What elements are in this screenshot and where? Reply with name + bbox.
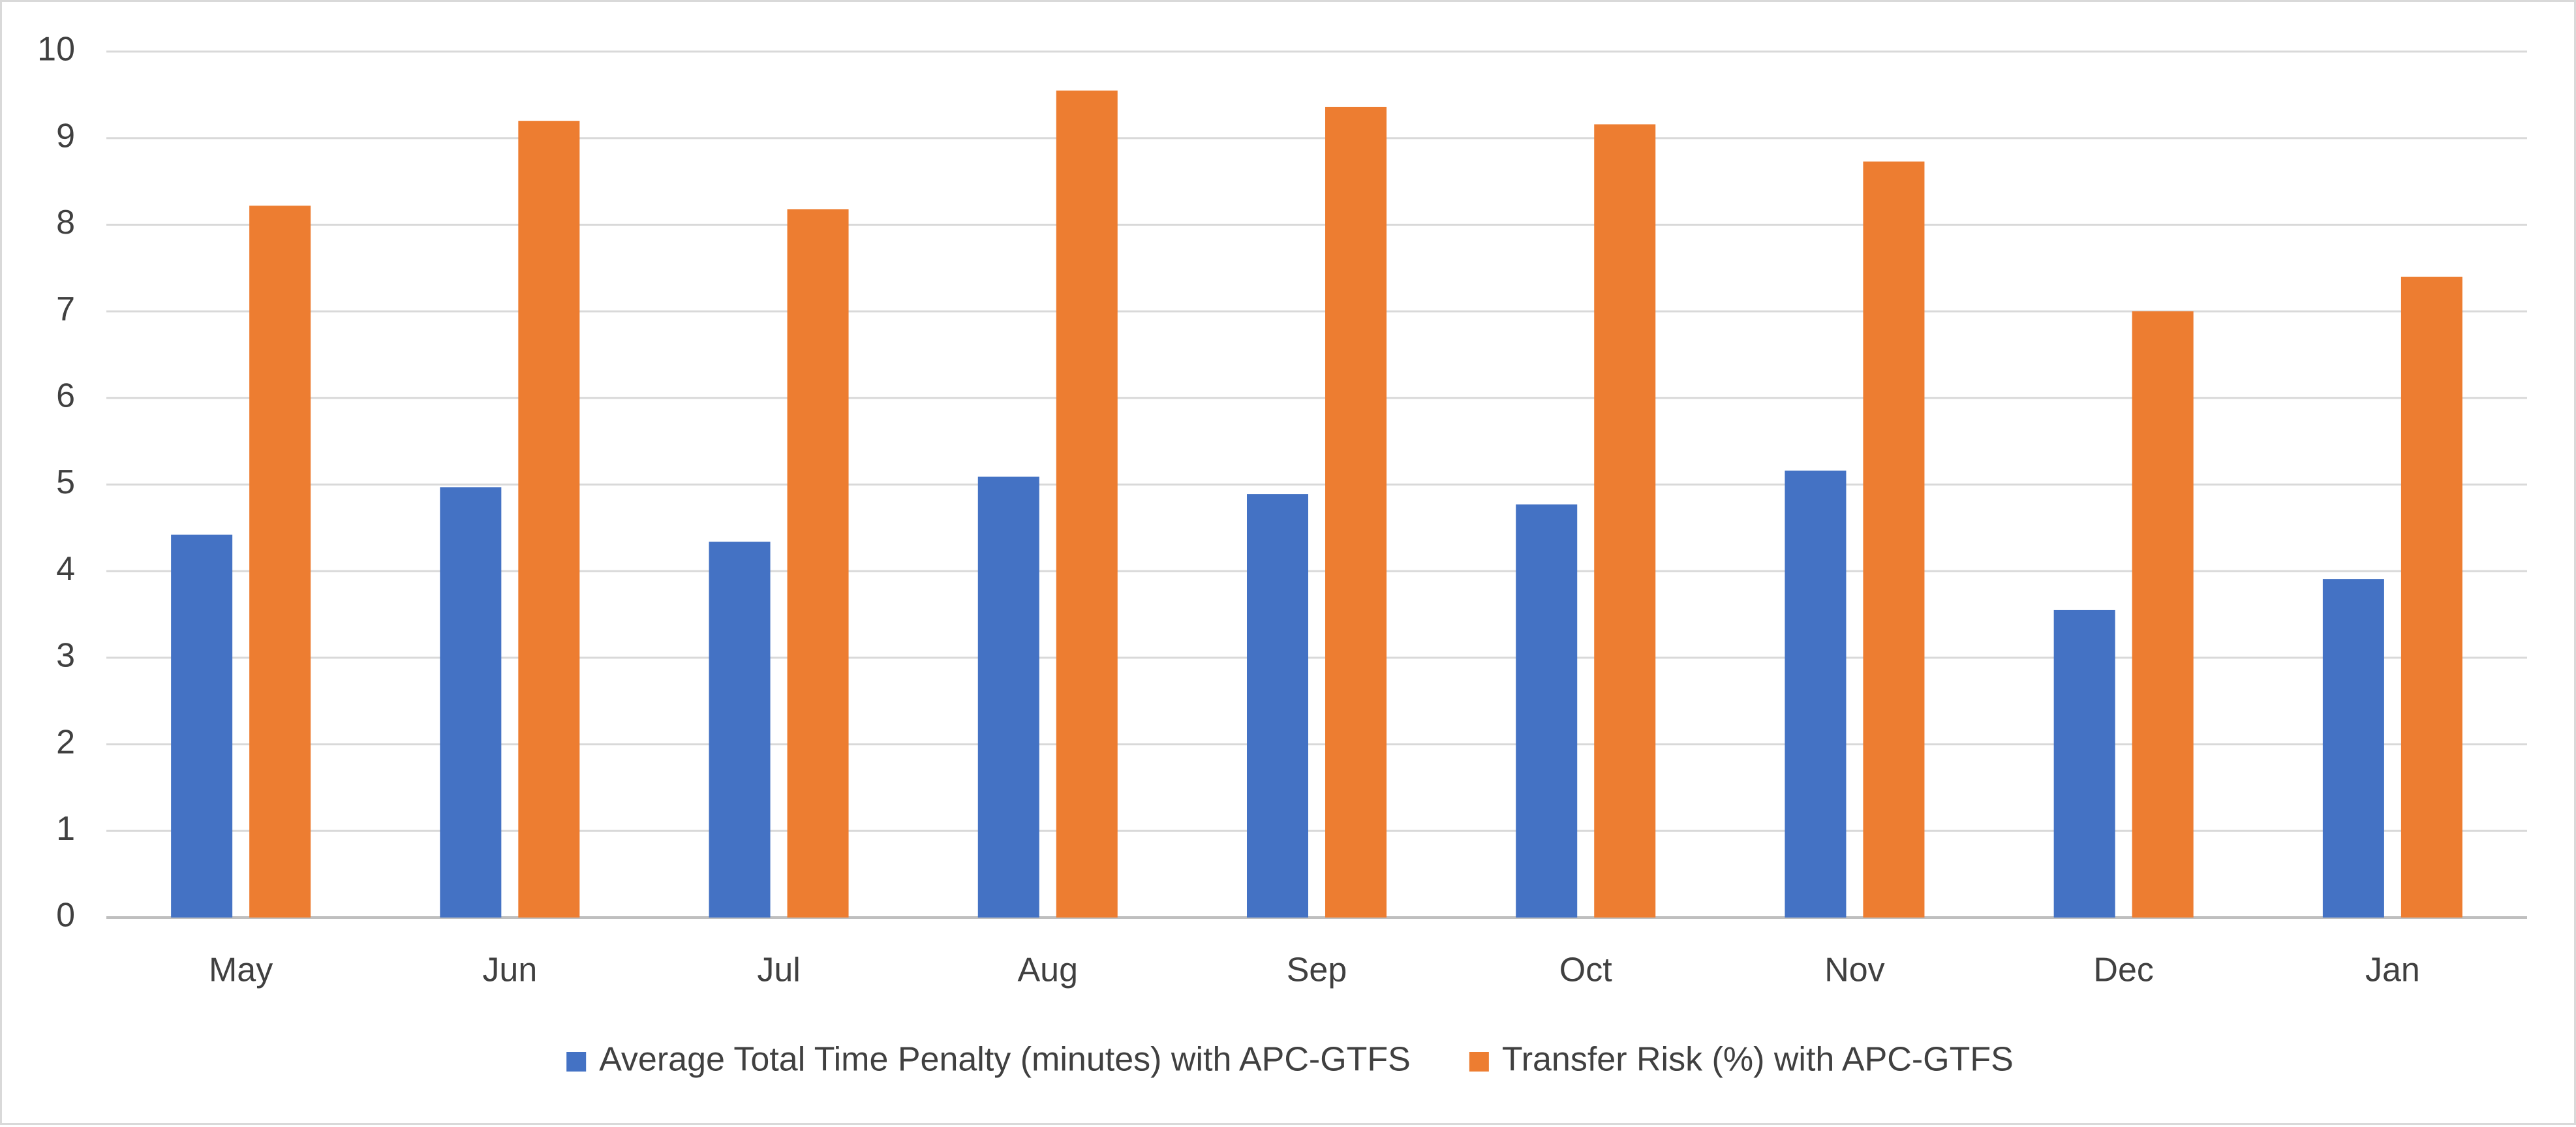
y-tick-label: 10 <box>37 31 75 69</box>
x-tick-label: Jul <box>757 951 800 989</box>
bar-time-penalty <box>1516 504 1578 918</box>
y-tick-label: 1 <box>56 810 75 848</box>
x-tick-label: Jun <box>482 951 537 989</box>
x-tick-label: Nov <box>1824 951 1884 989</box>
bar-transfer-risk <box>518 121 580 918</box>
x-axis-ticks: May Jun Jul Aug Sep Oct Nov Dec Jan <box>209 951 2420 989</box>
bar-time-penalty <box>1247 494 1308 918</box>
y-tick-label: 5 <box>56 463 75 501</box>
bars <box>171 90 2462 918</box>
bar-transfer-risk <box>1594 124 1656 918</box>
bar-transfer-risk <box>2400 277 2462 918</box>
x-tick-label: Aug <box>1018 951 1079 989</box>
gridlines <box>106 50 2527 919</box>
bar-time-penalty <box>171 534 233 918</box>
y-tick-label: 6 <box>56 377 75 415</box>
bar-transfer-risk <box>1325 106 1387 918</box>
y-tick-label: 0 <box>56 897 75 934</box>
x-tick-label: Sep <box>1287 951 1347 989</box>
y-axis-ticks: 0 1 2 3 4 5 6 7 8 9 10 <box>37 31 75 934</box>
legend-label: Average Total Time Penalty (minutes) wit… <box>599 1041 1411 1079</box>
bar-time-penalty <box>440 487 502 918</box>
bar-time-penalty <box>709 542 771 918</box>
bar-transfer-risk <box>1863 161 1925 918</box>
y-tick-label: 7 <box>56 290 75 328</box>
y-tick-label: 9 <box>56 117 75 155</box>
legend-swatch <box>566 1052 587 1072</box>
bar-transfer-risk <box>249 206 311 918</box>
y-tick-label: 4 <box>56 550 75 588</box>
bar-transfer-risk <box>2132 311 2194 918</box>
bar-time-penalty <box>977 476 1039 918</box>
y-tick-label: 8 <box>56 204 75 241</box>
legend-swatch <box>1469 1052 1489 1072</box>
y-tick-label: 3 <box>56 637 75 675</box>
x-tick-label: Oct <box>1559 951 1612 989</box>
x-tick-label: May <box>209 951 273 989</box>
legend-item: Transfer Risk (%) with APC-GTFS <box>1469 1041 2014 1079</box>
legend-item: Average Total Time Penalty (minutes) wit… <box>566 1041 1411 1079</box>
bar-time-penalty <box>2053 610 2115 918</box>
legend-label: Transfer Risk (%) with APC-GTFS <box>1502 1041 2014 1079</box>
bar-time-penalty <box>1785 471 1847 918</box>
x-tick-label: Jan <box>2365 951 2420 989</box>
bar-transfer-risk <box>787 209 849 918</box>
bar-time-penalty <box>2322 579 2384 918</box>
y-tick-label: 2 <box>56 723 75 761</box>
x-tick-label: Dec <box>2093 951 2153 989</box>
legend: Average Total Time Penalty (minutes) wit… <box>566 1041 2014 1079</box>
bar-transfer-risk <box>1056 90 1118 918</box>
